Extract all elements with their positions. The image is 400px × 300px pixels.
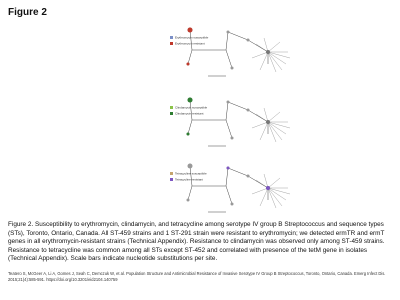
figure: Erythromycin susceptible Erythromycin re… xyxy=(170,27,291,213)
legend-label: Tetracycline resistant xyxy=(175,177,203,181)
network-panel-clindamycin: Clindamycin susceptible Clindamycin resi… xyxy=(170,97,291,147)
caption: Figure 2. Susceptibility to erythromycin… xyxy=(8,221,385,263)
legend-label: Erythromycin resistant xyxy=(175,41,205,45)
legend-label: Tetracycline susceptible xyxy=(175,171,207,175)
network-panel-tetracycline: Tetracycline susceptible Tetracycline re… xyxy=(170,163,291,213)
legend-label: Erythromycin susceptible xyxy=(175,35,209,39)
legend-label: Clindamycin susceptible xyxy=(175,105,208,109)
legend-label: Clindamycin resistant xyxy=(175,111,204,115)
citation: Teatero S, McGeer A, Li A, Gomes J, Seah… xyxy=(8,271,386,282)
figure-title: Figure 2 xyxy=(8,7,47,18)
network-panel-erythromycin: Erythromycin susceptible Erythromycin re… xyxy=(170,27,291,77)
